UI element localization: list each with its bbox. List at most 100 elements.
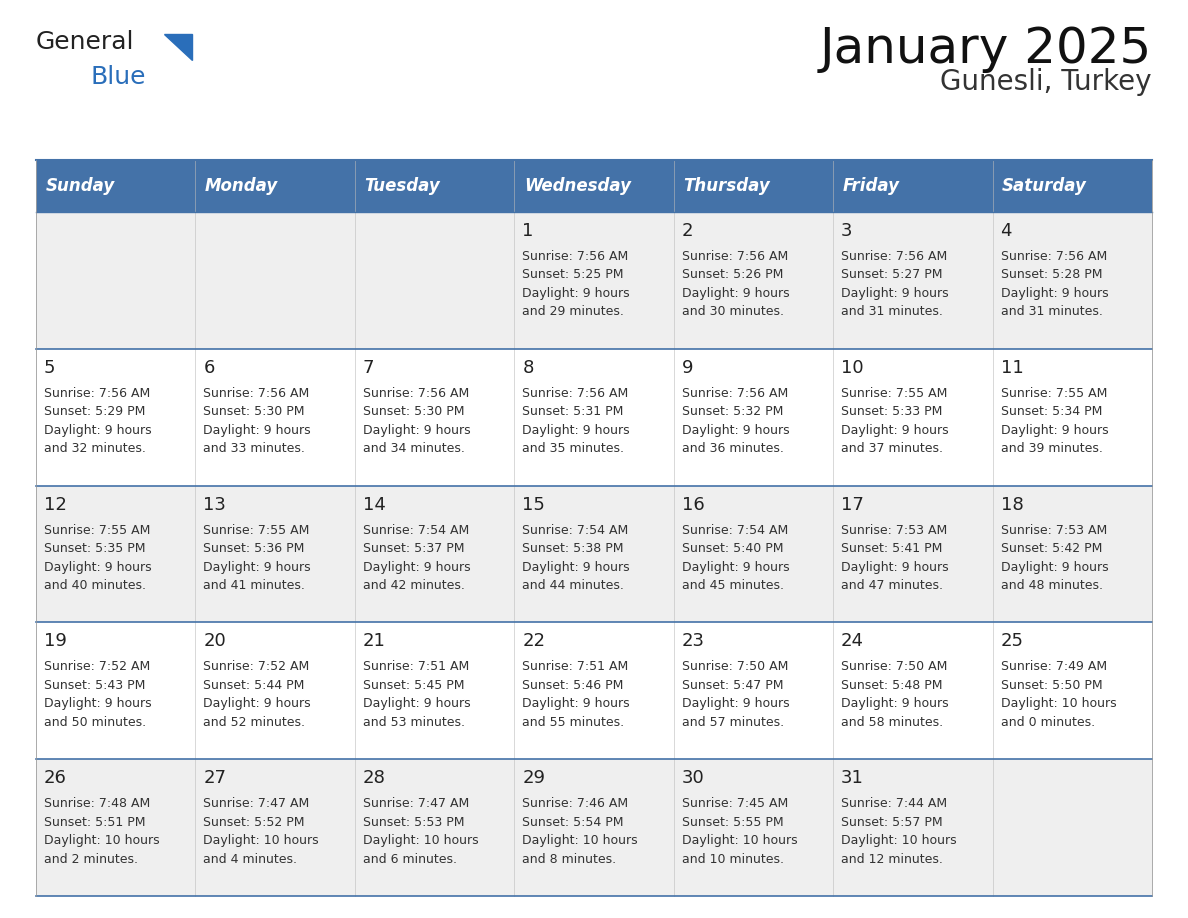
Text: Sunrise: 7:54 AM
Sunset: 5:37 PM
Daylight: 9 hours
and 42 minutes.: Sunrise: 7:54 AM Sunset: 5:37 PM Dayligh…	[362, 523, 470, 592]
Text: Sunrise: 7:54 AM
Sunset: 5:40 PM
Daylight: 9 hours
and 45 minutes.: Sunrise: 7:54 AM Sunset: 5:40 PM Dayligh…	[682, 523, 789, 592]
Text: Sunrise: 7:51 AM
Sunset: 5:45 PM
Daylight: 9 hours
and 53 minutes.: Sunrise: 7:51 AM Sunset: 5:45 PM Dayligh…	[362, 660, 470, 729]
Bar	[196, 160, 355, 212]
Bar	[833, 622, 992, 759]
Text: 19: 19	[44, 633, 67, 650]
Text: Sunrise: 7:52 AM
Sunset: 5:44 PM
Daylight: 9 hours
and 52 minutes.: Sunrise: 7:52 AM Sunset: 5:44 PM Dayligh…	[203, 660, 311, 729]
Bar	[36, 160, 196, 212]
Bar	[674, 212, 833, 349]
Bar	[833, 759, 992, 896]
Text: 12: 12	[44, 496, 67, 513]
Text: 28: 28	[362, 769, 386, 788]
Text: 21: 21	[362, 633, 386, 650]
Bar	[514, 160, 674, 212]
Text: 24: 24	[841, 633, 864, 650]
Text: 17: 17	[841, 496, 864, 513]
Text: General: General	[36, 30, 134, 54]
Bar	[355, 212, 514, 349]
Text: Blue: Blue	[91, 65, 146, 89]
Bar	[514, 349, 674, 486]
Text: Sunrise: 7:45 AM
Sunset: 5:55 PM
Daylight: 10 hours
and 10 minutes.: Sunrise: 7:45 AM Sunset: 5:55 PM Dayligh…	[682, 797, 797, 866]
Text: 20: 20	[203, 633, 226, 650]
Bar	[196, 486, 355, 622]
Bar	[833, 212, 992, 349]
Text: Sunrise: 7:54 AM
Sunset: 5:38 PM
Daylight: 9 hours
and 44 minutes.: Sunrise: 7:54 AM Sunset: 5:38 PM Dayligh…	[523, 523, 630, 592]
Text: Sunrise: 7:55 AM
Sunset: 5:36 PM
Daylight: 9 hours
and 41 minutes.: Sunrise: 7:55 AM Sunset: 5:36 PM Dayligh…	[203, 523, 311, 592]
Bar	[992, 486, 1152, 622]
Bar	[833, 349, 992, 486]
Text: 8: 8	[523, 359, 533, 376]
Text: 11: 11	[1000, 359, 1023, 376]
Bar	[355, 486, 514, 622]
Text: Wednesday: Wednesday	[524, 177, 631, 195]
Bar	[992, 349, 1152, 486]
Bar	[196, 622, 355, 759]
Text: Sunrise: 7:56 AM
Sunset: 5:31 PM
Daylight: 9 hours
and 35 minutes.: Sunrise: 7:56 AM Sunset: 5:31 PM Dayligh…	[523, 386, 630, 455]
Text: 25: 25	[1000, 633, 1024, 650]
Text: Sunrise: 7:53 AM
Sunset: 5:42 PM
Daylight: 9 hours
and 48 minutes.: Sunrise: 7:53 AM Sunset: 5:42 PM Dayligh…	[1000, 523, 1108, 592]
Text: 31: 31	[841, 769, 864, 788]
Text: 7: 7	[362, 359, 374, 376]
Text: Sunrise: 7:55 AM
Sunset: 5:35 PM
Daylight: 9 hours
and 40 minutes.: Sunrise: 7:55 AM Sunset: 5:35 PM Dayligh…	[44, 523, 152, 592]
Bar	[36, 622, 196, 759]
Bar	[36, 212, 196, 349]
Bar	[514, 212, 674, 349]
Text: 1: 1	[523, 222, 533, 240]
Text: Sunrise: 7:44 AM
Sunset: 5:57 PM
Daylight: 10 hours
and 12 minutes.: Sunrise: 7:44 AM Sunset: 5:57 PM Dayligh…	[841, 797, 956, 866]
Text: Sunrise: 7:47 AM
Sunset: 5:53 PM
Daylight: 10 hours
and 6 minutes.: Sunrise: 7:47 AM Sunset: 5:53 PM Dayligh…	[362, 797, 479, 866]
Text: Sunrise: 7:56 AM
Sunset: 5:28 PM
Daylight: 9 hours
and 31 minutes.: Sunrise: 7:56 AM Sunset: 5:28 PM Dayligh…	[1000, 250, 1108, 319]
Text: Sunrise: 7:56 AM
Sunset: 5:25 PM
Daylight: 9 hours
and 29 minutes.: Sunrise: 7:56 AM Sunset: 5:25 PM Dayligh…	[523, 250, 630, 319]
Text: Sunrise: 7:48 AM
Sunset: 5:51 PM
Daylight: 10 hours
and 2 minutes.: Sunrise: 7:48 AM Sunset: 5:51 PM Dayligh…	[44, 797, 159, 866]
Text: 2: 2	[682, 222, 693, 240]
Text: Sunrise: 7:56 AM
Sunset: 5:30 PM
Daylight: 9 hours
and 33 minutes.: Sunrise: 7:56 AM Sunset: 5:30 PM Dayligh…	[203, 386, 311, 455]
Text: Friday: Friday	[842, 177, 899, 195]
Text: 3: 3	[841, 222, 853, 240]
Text: Tuesday: Tuesday	[365, 177, 441, 195]
Text: Sunrise: 7:53 AM
Sunset: 5:41 PM
Daylight: 9 hours
and 47 minutes.: Sunrise: 7:53 AM Sunset: 5:41 PM Dayligh…	[841, 523, 949, 592]
Text: Thursday: Thursday	[683, 177, 770, 195]
Text: Sunrise: 7:52 AM
Sunset: 5:43 PM
Daylight: 9 hours
and 50 minutes.: Sunrise: 7:52 AM Sunset: 5:43 PM Dayligh…	[44, 660, 152, 729]
Text: January 2025: January 2025	[820, 25, 1152, 73]
Bar	[674, 349, 833, 486]
Text: Sunrise: 7:55 AM
Sunset: 5:33 PM
Daylight: 9 hours
and 37 minutes.: Sunrise: 7:55 AM Sunset: 5:33 PM Dayligh…	[841, 386, 949, 455]
Text: 9: 9	[682, 359, 693, 376]
Bar	[674, 160, 833, 212]
Bar	[674, 759, 833, 896]
Text: Sunrise: 7:56 AM
Sunset: 5:29 PM
Daylight: 9 hours
and 32 minutes.: Sunrise: 7:56 AM Sunset: 5:29 PM Dayligh…	[44, 386, 152, 455]
Bar	[992, 622, 1152, 759]
Text: 30: 30	[682, 769, 704, 788]
Bar	[514, 622, 674, 759]
Text: Sunrise: 7:55 AM
Sunset: 5:34 PM
Daylight: 9 hours
and 39 minutes.: Sunrise: 7:55 AM Sunset: 5:34 PM Dayligh…	[1000, 386, 1108, 455]
Text: 16: 16	[682, 496, 704, 513]
Bar	[833, 160, 992, 212]
Bar	[992, 160, 1152, 212]
Text: 15: 15	[523, 496, 545, 513]
Bar	[355, 349, 514, 486]
Bar	[196, 349, 355, 486]
Bar	[514, 759, 674, 896]
Text: 26: 26	[44, 769, 67, 788]
Text: Sunrise: 7:56 AM
Sunset: 5:27 PM
Daylight: 9 hours
and 31 minutes.: Sunrise: 7:56 AM Sunset: 5:27 PM Dayligh…	[841, 250, 949, 319]
Text: 10: 10	[841, 359, 864, 376]
Bar	[992, 212, 1152, 349]
Text: Sunrise: 7:50 AM
Sunset: 5:47 PM
Daylight: 9 hours
and 57 minutes.: Sunrise: 7:50 AM Sunset: 5:47 PM Dayligh…	[682, 660, 789, 729]
Text: Gunesli, Turkey: Gunesli, Turkey	[941, 68, 1152, 96]
Text: 13: 13	[203, 496, 226, 513]
Text: Sunrise: 7:50 AM
Sunset: 5:48 PM
Daylight: 9 hours
and 58 minutes.: Sunrise: 7:50 AM Sunset: 5:48 PM Dayligh…	[841, 660, 949, 729]
Bar	[514, 486, 674, 622]
Text: 29: 29	[523, 769, 545, 788]
Bar	[355, 622, 514, 759]
Text: 22: 22	[523, 633, 545, 650]
Bar	[36, 759, 196, 896]
Text: Sunrise: 7:56 AM
Sunset: 5:30 PM
Daylight: 9 hours
and 34 minutes.: Sunrise: 7:56 AM Sunset: 5:30 PM Dayligh…	[362, 386, 470, 455]
Bar	[674, 622, 833, 759]
Text: Monday: Monday	[206, 177, 278, 195]
Text: 4: 4	[1000, 222, 1012, 240]
Bar	[674, 486, 833, 622]
Bar	[36, 486, 196, 622]
Text: 5: 5	[44, 359, 56, 376]
Bar	[355, 759, 514, 896]
Text: Sunrise: 7:56 AM
Sunset: 5:26 PM
Daylight: 9 hours
and 30 minutes.: Sunrise: 7:56 AM Sunset: 5:26 PM Dayligh…	[682, 250, 789, 319]
Text: 14: 14	[362, 496, 386, 513]
Bar	[992, 759, 1152, 896]
Text: Sunrise: 7:47 AM
Sunset: 5:52 PM
Daylight: 10 hours
and 4 minutes.: Sunrise: 7:47 AM Sunset: 5:52 PM Dayligh…	[203, 797, 320, 866]
